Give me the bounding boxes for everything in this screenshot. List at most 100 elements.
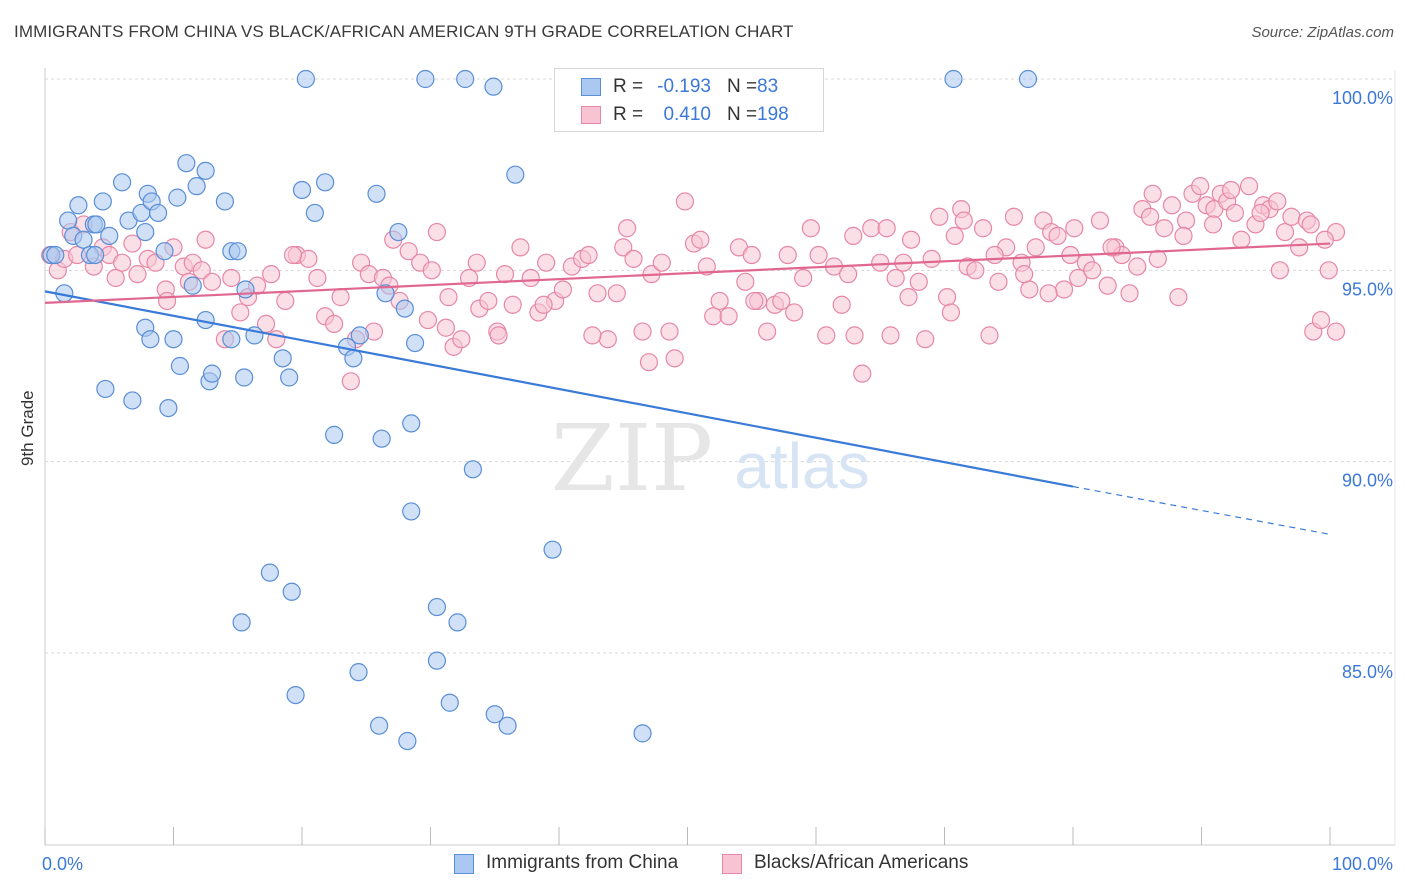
point-black bbox=[881, 326, 900, 345]
point-china bbox=[136, 222, 155, 242]
point-black bbox=[618, 219, 637, 238]
point-black bbox=[719, 307, 738, 326]
chart-title: IMMIGRANTS FROM CHINA VS BLACK/AFRICAN A… bbox=[14, 22, 794, 41]
legend-r-label: R = bbox=[613, 104, 644, 125]
point-black bbox=[954, 211, 973, 230]
point-black bbox=[916, 330, 935, 349]
point-china bbox=[367, 184, 386, 203]
y-tick-label: 100.0% bbox=[1332, 88, 1393, 108]
point-china bbox=[228, 242, 247, 261]
point-china bbox=[59, 211, 78, 230]
point-black bbox=[1120, 284, 1139, 303]
point-black bbox=[1326, 322, 1346, 341]
point-black bbox=[1098, 276, 1117, 295]
point-black bbox=[704, 307, 723, 326]
point-china bbox=[305, 203, 324, 223]
point-black bbox=[1065, 219, 1084, 238]
bottom-legend-swatch-black bbox=[722, 854, 742, 874]
point-china bbox=[93, 192, 112, 211]
point-china bbox=[944, 69, 963, 89]
y-tick-label: 95.0% bbox=[1342, 279, 1393, 299]
point-china bbox=[376, 284, 395, 303]
point-china bbox=[46, 245, 65, 265]
point-black bbox=[583, 326, 602, 345]
point-black bbox=[325, 314, 344, 334]
point-black bbox=[909, 272, 928, 291]
point-black bbox=[980, 326, 999, 345]
legend-swatch-china bbox=[581, 78, 601, 96]
point-china bbox=[498, 716, 517, 735]
point-black bbox=[877, 219, 896, 238]
point-black bbox=[467, 253, 486, 272]
point-china bbox=[202, 364, 222, 383]
point-black bbox=[1048, 226, 1067, 245]
point-black bbox=[1225, 203, 1245, 223]
point-black bbox=[1174, 226, 1193, 245]
point-black bbox=[1315, 230, 1334, 249]
point-black bbox=[1148, 249, 1167, 268]
point-china bbox=[389, 222, 408, 242]
point-china bbox=[168, 188, 187, 207]
point-black bbox=[1128, 257, 1147, 276]
point-black bbox=[299, 249, 318, 268]
point-black bbox=[973, 219, 993, 238]
point-china bbox=[325, 425, 344, 444]
point-black bbox=[1203, 215, 1223, 234]
point-china bbox=[416, 69, 435, 89]
point-black bbox=[886, 268, 905, 288]
legend-row-black: R = 0.410 N = 198 bbox=[555, 101, 823, 129]
point-black bbox=[1268, 192, 1287, 211]
legend-swatch-black bbox=[581, 106, 601, 124]
point-black bbox=[231, 303, 250, 322]
point-black bbox=[710, 291, 729, 311]
point-black bbox=[691, 230, 710, 249]
point-china bbox=[463, 460, 483, 479]
point-black bbox=[862, 219, 881, 238]
point-black bbox=[607, 284, 626, 303]
point-black bbox=[941, 303, 961, 322]
trend-layer bbox=[44, 242, 1331, 535]
point-black bbox=[341, 372, 360, 391]
point-china bbox=[395, 299, 414, 318]
point-black bbox=[598, 330, 617, 349]
point-china bbox=[282, 582, 301, 601]
trendline-china bbox=[44, 290, 1074, 488]
point-china bbox=[344, 349, 363, 368]
point-black bbox=[495, 265, 515, 284]
point-black bbox=[123, 234, 142, 253]
point-black bbox=[966, 261, 985, 280]
point-black bbox=[758, 322, 777, 341]
point-black bbox=[675, 192, 695, 211]
point-china bbox=[296, 69, 315, 89]
point-black bbox=[1004, 207, 1023, 226]
point-china bbox=[141, 330, 160, 349]
point-black bbox=[844, 226, 863, 245]
point-black bbox=[1015, 265, 1034, 284]
point-black bbox=[1020, 280, 1039, 299]
point-china bbox=[177, 154, 196, 173]
point-black bbox=[652, 253, 671, 272]
bottom-legend-swatch-china bbox=[454, 854, 474, 874]
point-black bbox=[817, 326, 836, 345]
point-china bbox=[260, 563, 279, 582]
point-black bbox=[794, 268, 813, 288]
point-china bbox=[350, 326, 369, 345]
point-china bbox=[235, 368, 254, 387]
point-black bbox=[511, 238, 530, 257]
point-black bbox=[439, 288, 458, 307]
legend-row-china: R = -0.193 N = 83 bbox=[555, 73, 823, 101]
point-black bbox=[283, 245, 303, 265]
point-black bbox=[452, 330, 471, 349]
point-black bbox=[579, 245, 598, 265]
point-black bbox=[937, 288, 957, 307]
point-china bbox=[273, 349, 292, 368]
point-china bbox=[123, 391, 142, 410]
point-black bbox=[1140, 207, 1160, 226]
point-black bbox=[276, 291, 295, 311]
point-black bbox=[436, 318, 456, 337]
source-label: Source: ZipAtlas.com bbox=[1251, 24, 1394, 41]
point-black bbox=[1176, 211, 1196, 230]
point-black bbox=[639, 353, 659, 372]
point-china bbox=[427, 651, 447, 670]
point-black bbox=[1270, 261, 1289, 280]
